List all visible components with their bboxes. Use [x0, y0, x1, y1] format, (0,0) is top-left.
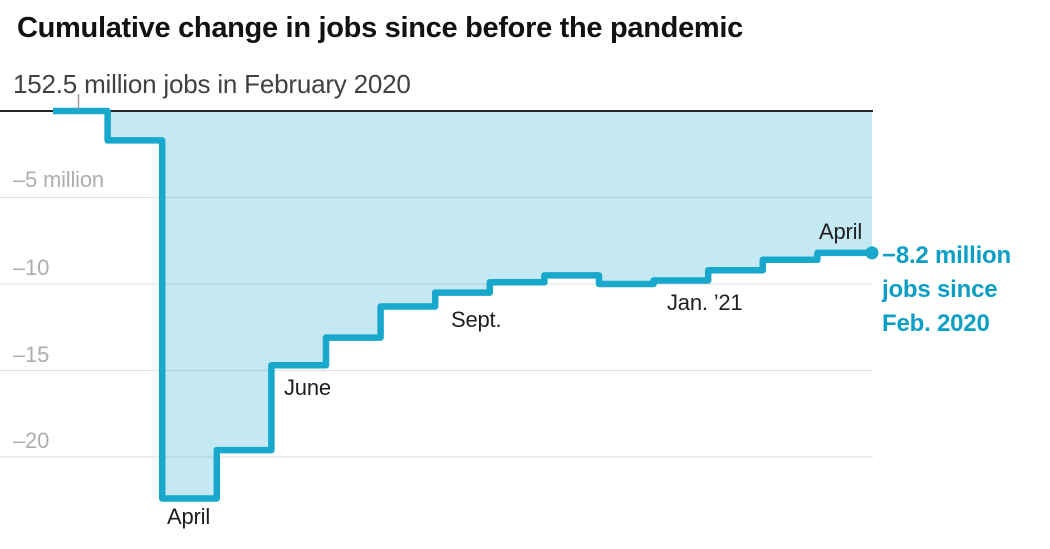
month-label-june-2020: June — [284, 375, 331, 400]
chart-title: Cumulative change in jobs since before t… — [17, 12, 743, 44]
step-line — [53, 107, 872, 502]
end-value-callout: −8.2 million jobs since Feb. 2020 — [882, 239, 1011, 341]
chart-subtitle: 152.5 million jobs in February 2020 — [13, 69, 411, 99]
month-label-sept-2020: Sept. — [451, 307, 502, 332]
month-label-jan-2021: Jan. ’21 — [667, 290, 743, 315]
y-axis-label-20: –20 — [13, 428, 50, 453]
month-label-april-2020: April — [167, 504, 211, 529]
y-axis-label-15: –15 — [13, 342, 50, 367]
callout-line-jobs-since: jobs since — [882, 276, 998, 303]
y-axis-label-5-million: –5 million — [13, 167, 104, 192]
area-fill — [53, 111, 872, 499]
callout-line-feb-2020: Feb. 2020 — [882, 310, 990, 337]
end-dot — [865, 246, 879, 260]
callout-line-value: −8.2 million — [882, 242, 1011, 269]
y-axis-label-10: –10 — [13, 255, 50, 280]
month-label-april-2021: April — [819, 219, 863, 244]
